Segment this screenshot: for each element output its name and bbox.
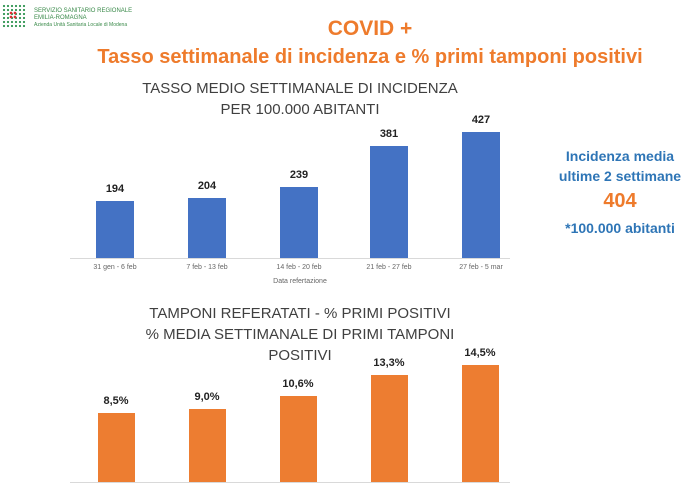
chart1-xlabel: Data refertazione <box>273 278 327 285</box>
chart1-x-tick: 31 gen - 6 feb <box>93 264 137 271</box>
chart1-x-tick: 7 feb - 13 feb <box>186 264 228 271</box>
chart1-title-line: PER 100.000 ABITANTI <box>220 101 380 118</box>
side-line-2: ultime 2 settimane <box>558 168 682 184</box>
chart1-data-label: 194 <box>105 182 125 195</box>
page-title: COVID + <box>327 17 413 40</box>
chart1-bar <box>370 145 408 258</box>
chart2-data-label: 13,3% <box>373 356 405 369</box>
chart2-title-line: % MEDIA SETTIMANALE DI PRIMI TAMPONI <box>145 326 455 343</box>
chart1-bar <box>96 200 134 258</box>
side-value: 404 <box>603 190 637 212</box>
chart1-bar <box>462 132 500 258</box>
chart1-title-line: TASSO MEDIO SETTIMANALE DI INCIDENZA <box>142 80 458 97</box>
chart1-x-tick: 14 feb - 20 feb <box>276 264 322 271</box>
chart1-data-label: 204 <box>197 179 217 192</box>
chart2-bar <box>370 374 408 482</box>
logo-text-2: EMILIA-ROMAGNA <box>34 15 87 21</box>
chart1-axis <box>70 258 510 259</box>
chart1-title: TASSO MEDIO SETTIMANALE DI INCIDENZA PER… <box>60 78 540 120</box>
chart2-axis <box>70 482 510 483</box>
logo <box>2 4 26 28</box>
chart1-data-label: 381 <box>379 127 399 140</box>
logo-text-3: Azienda Unità Sanitaria Locale di Modena <box>34 22 128 28</box>
chart2-data-label: 10,6% <box>282 378 314 391</box>
chart1-bar <box>188 197 226 258</box>
side-line-1: Incidenza media <box>565 148 675 164</box>
chart1-x-tick: 27 feb - 5 mar <box>459 264 503 271</box>
chart2-bar <box>188 409 226 482</box>
chart2-data-label: 8,5% <box>103 395 129 408</box>
side-line-3: *100.000 abitanti <box>565 220 675 236</box>
chart1-bar <box>280 187 318 258</box>
chart2-bar <box>97 413 135 482</box>
chart1-x-tick: 21 feb - 27 feb <box>366 264 412 271</box>
chart2-title-line: TAMPONI REFERATATI - % PRIMI POSITIVI <box>149 305 451 322</box>
chart2-data-label: 14,5% <box>464 347 496 359</box>
chart2-title: TAMPONI REFERATATI - % PRIMI POSITIVI % … <box>40 303 560 366</box>
chart2-data-label: 9,0% <box>194 391 220 404</box>
chart2-bar <box>279 396 317 482</box>
logo-text-1: SERVIZIO SANITARIO REGIONALE <box>34 8 133 14</box>
page-subtitle: Tasso settimanale di incidenza e % primi… <box>97 46 643 68</box>
chart2-bar <box>461 365 499 482</box>
chart1-data-label: 239 <box>289 169 309 182</box>
chart2-title-line: POSITIVI <box>268 347 332 364</box>
chart1-data-label: 427 <box>471 114 491 126</box>
